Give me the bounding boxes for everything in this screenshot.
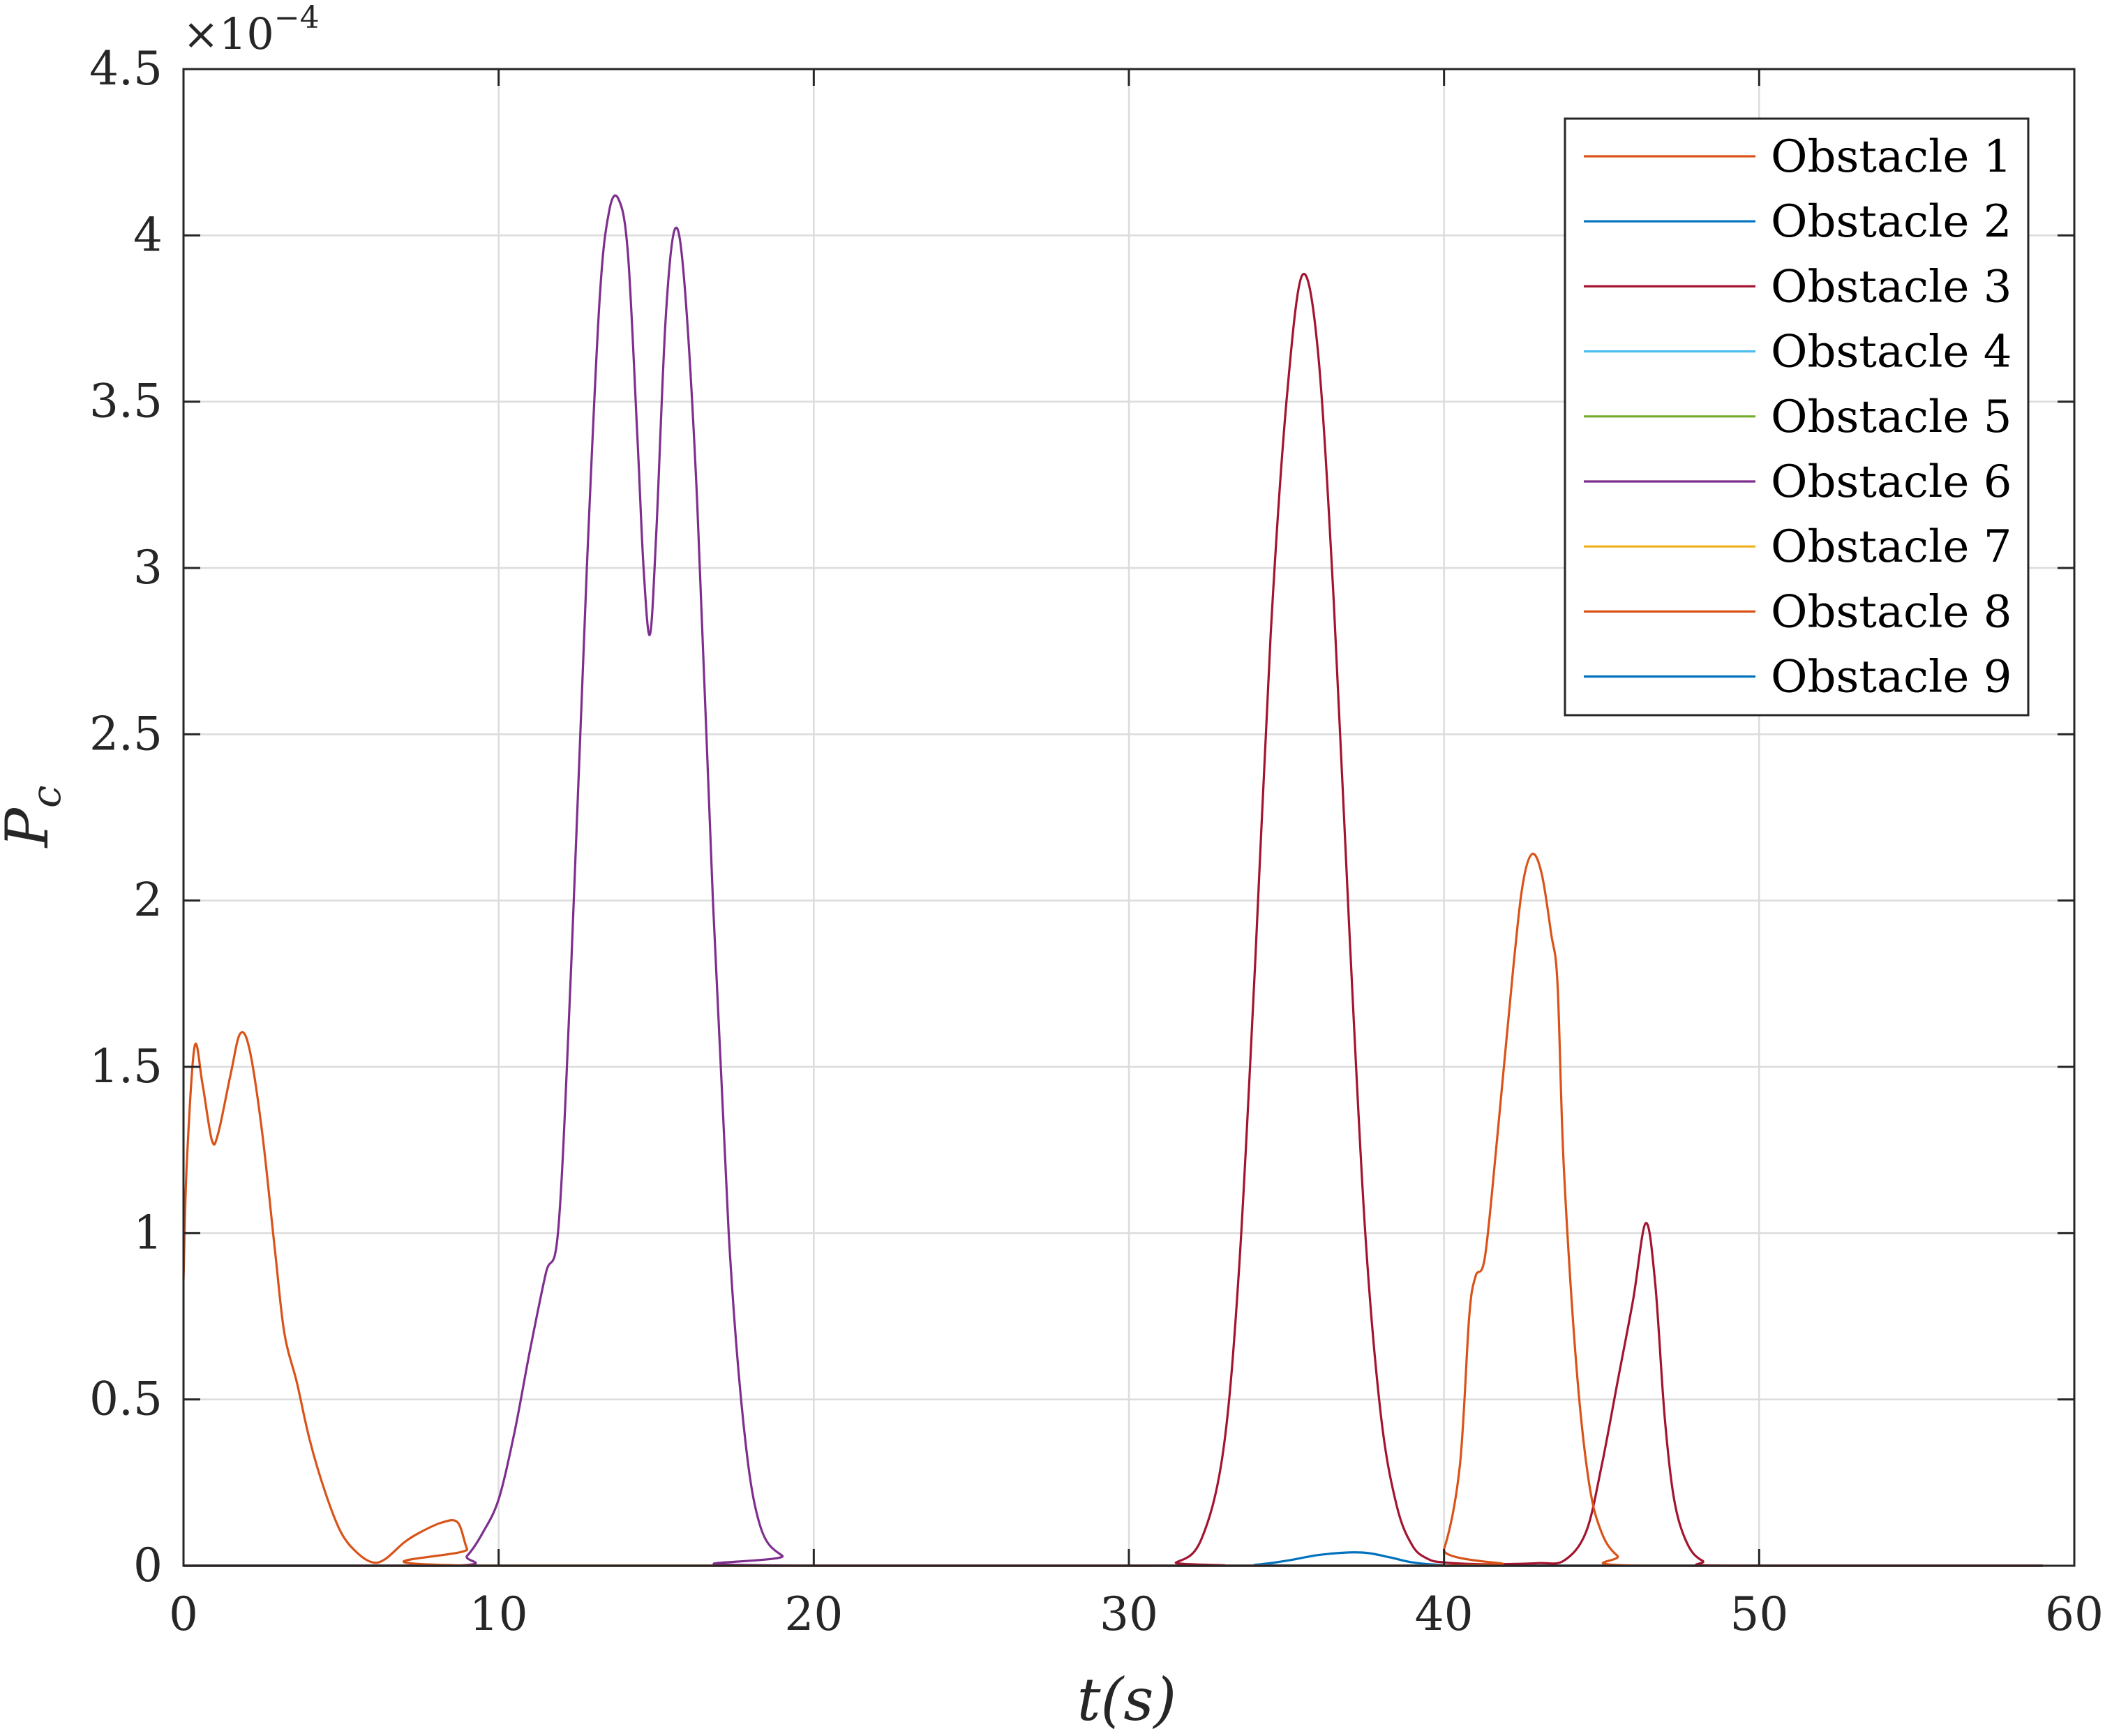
legend-entry-label: Obstacle 9 [1771, 652, 2012, 703]
y-tick-label: 2.5 [89, 707, 163, 761]
y-tick-label: 0.5 [89, 1372, 163, 1426]
legend: Obstacle 1 Obstacle 2 Obstacle 3 Obstacle 4… [1564, 117, 2030, 717]
legend-entry-label: Obstacle 2 [1771, 196, 2012, 248]
y-tick-label: 3 [133, 541, 163, 594]
x-tick-label: 0 [169, 1587, 198, 1641]
legend-entry-label: Obstacle 4 [1771, 327, 2012, 378]
series-line-obstacle-6 [183, 194, 2043, 1567]
y-axis-title: Pc [0, 785, 70, 848]
x-tick-label: 30 [1100, 1587, 1158, 1641]
legend-entry-label: Obstacle 5 [1771, 391, 2012, 443]
y-tick-label: 4 [133, 208, 163, 262]
y-tick-label: 1 [133, 1206, 163, 1259]
legend-entry-label: Obstacle 8 [1771, 586, 2012, 638]
legend-entry-label: Obstacle 7 [1771, 521, 2012, 573]
x-axis-title: t(s) [1077, 1666, 1176, 1734]
y-tick-label: 3.5 [89, 375, 163, 428]
series-line-obstacle-3 [183, 273, 2043, 1567]
legend-entry-label: Obstacle 1 [1771, 131, 2012, 183]
x-tick-labels: 0 10 20 30 40 50 60 [169, 1587, 2104, 1641]
x-tick-label: 10 [470, 1587, 528, 1641]
x-tick-label: 60 [2045, 1587, 2104, 1641]
x-tick-label: 40 [1415, 1587, 1474, 1641]
legend-entry-label: Obstacle 6 [1771, 456, 2012, 508]
y-tick-labels: 0 0.5 1 1.5 2 2.5 3 3.5 4 4.5 [89, 42, 163, 1592]
x-tick-label: 50 [1730, 1587, 1788, 1641]
axis-ticks [182, 68, 2076, 1567]
x-tick-label: 20 [784, 1587, 843, 1641]
y-tick-label: 1.5 [89, 1040, 163, 1093]
y-tick-label: 0 [133, 1539, 163, 1592]
y-tick-label: 4.5 [89, 42, 163, 96]
legend-entry-label: Obstacle 3 [1771, 261, 2012, 313]
y-tick-label: 2 [133, 874, 163, 927]
y-exponent-label: ×10−4 [183, 0, 320, 59]
